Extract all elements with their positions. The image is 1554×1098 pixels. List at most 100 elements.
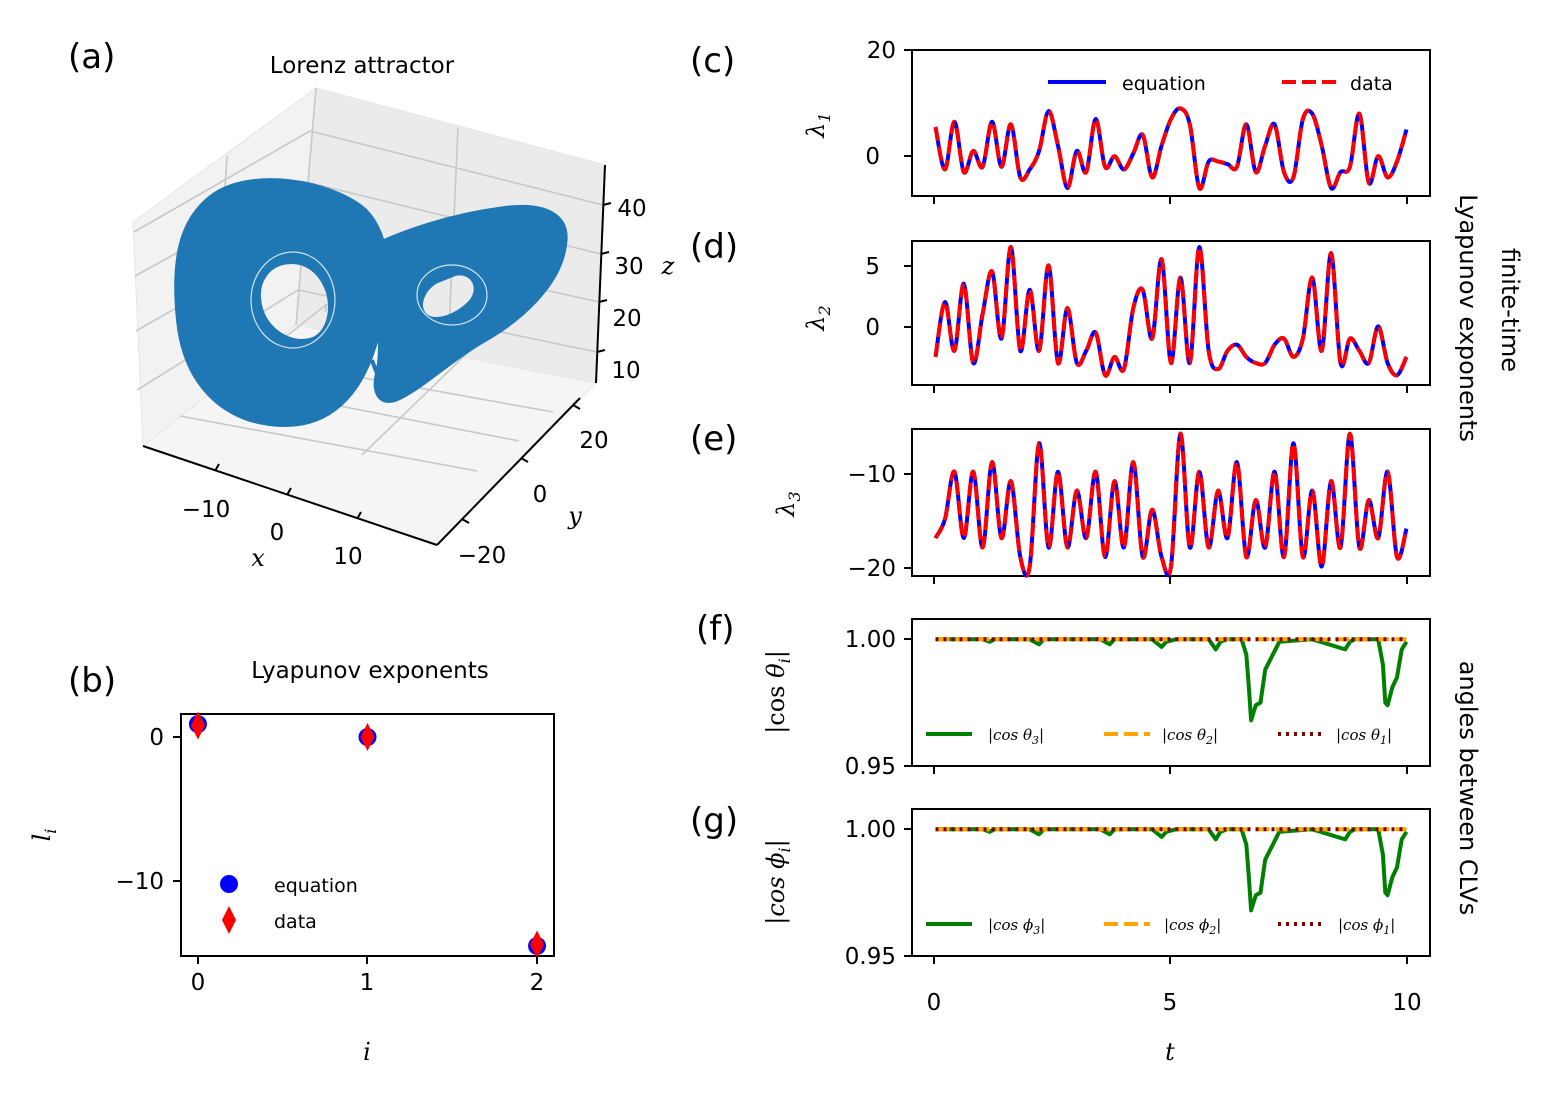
shared-x-ticks — [933, 196, 1408, 964]
panel-c-legend: equation data — [1048, 73, 1393, 95]
legend-equation-marker — [220, 875, 238, 893]
x-ticks — [214, 463, 362, 520]
legend-c-equation-label: equation — [1122, 73, 1206, 95]
legend-f-theta1-label: |cos θ1| — [1336, 726, 1392, 747]
x-axis-label: x — [251, 544, 265, 572]
axes-3d — [142, 164, 606, 546]
e-y-tick-label-0: −10 — [847, 462, 896, 488]
panel-b-points — [188, 711, 547, 959]
y-tick-label-2: 20 — [579, 428, 608, 454]
panel-b-legend: equation data — [220, 875, 358, 934]
side-label-angles: angles between CLVs — [1454, 661, 1482, 916]
point-data-0 — [190, 711, 205, 740]
series-line-data-2 — [933, 106, 1409, 191]
z-ticks — [596, 202, 612, 353]
panel-label-f: (f) — [696, 609, 735, 649]
legend-data-marker — [222, 906, 236, 934]
panel-f-y-ticks — [904, 638, 912, 767]
b-y-tick-label-1: −10 — [115, 869, 164, 895]
d-y-axis-label: λ2 — [802, 305, 834, 331]
panel-label-e: (e) — [690, 419, 737, 459]
panel-e-lines — [933, 431, 1409, 578]
b-x-tick-label-2: 2 — [530, 970, 545, 996]
panel-c-y-ticks — [904, 49, 912, 157]
b-y-tick-label-0: 0 — [149, 725, 164, 751]
panel-f-legend: |cos θ3| |cos θ2| |cos θ1| — [926, 726, 1392, 747]
legend-g-phi3-label: |cos ϕ3| — [988, 916, 1045, 937]
g-y-tick-label-0: 1.00 — [845, 817, 896, 843]
d-y-tick-label-0: 5 — [865, 254, 880, 280]
panel-g: 1.00 0.95 |cos ϕi| |cos ϕ3| |cos ϕ2| |co… — [762, 808, 1431, 970]
legend-g-phi2-label: |cos ϕ2| — [1164, 916, 1221, 937]
panel-c-lines — [933, 106, 1409, 191]
panel-label-a: (a) — [68, 37, 115, 77]
c-y-axis-label: λ1 — [802, 112, 834, 138]
panel-label-d: (d) — [690, 227, 738, 267]
g-x-axis-label: t — [1165, 1038, 1175, 1066]
z-tick-label-2: 30 — [614, 254, 643, 280]
panel-label-b: (b) — [68, 661, 116, 701]
f-y-tick-label-1: 0.95 — [845, 754, 896, 780]
y-ticks — [461, 404, 581, 524]
g-x-tick-label-2: 10 — [1392, 990, 1421, 1016]
g-x-tick-label-0: 0 — [927, 990, 942, 1016]
side-label-ftle-line2: Lyapunov exponents — [1454, 194, 1482, 442]
side-label-ftle-line1: finite-time — [1496, 248, 1524, 372]
g-x-tick-label-1: 5 — [1163, 990, 1178, 1016]
b-x-tick-label-1: 1 — [360, 970, 375, 996]
panel-a-lorenz-3d: Lorenz attractor — [132, 53, 675, 572]
b-x-axis-label: i — [363, 1038, 371, 1066]
e-y-tick-label-1: −20 — [847, 556, 896, 582]
panel-label-g: (g) — [690, 801, 738, 841]
y-tick-label-0: −20 — [458, 543, 507, 569]
panel-a-title: Lorenz attractor — [270, 53, 455, 79]
e-y-axis-label: λ3 — [772, 491, 804, 517]
panel-b-title: Lyapunov exponents — [251, 658, 489, 684]
f-y-axis-label: |cos θi| — [762, 650, 794, 734]
c-y-tick-label-1: 0 — [865, 144, 880, 170]
panel-e: −10 −20 λ3 — [772, 428, 1431, 582]
panel-d: 5 0 λ2 — [802, 240, 1431, 386]
series-line-5-0 — [935, 637, 1409, 723]
c-y-tick-label-0: 20 — [867, 38, 896, 64]
lorenz-attractor-trajectory — [174, 178, 568, 428]
series-line-data-3 — [933, 245, 1409, 378]
b-x-tick-label-0: 0 — [191, 970, 206, 996]
series-line-data-4 — [933, 431, 1409, 578]
z-tick-label-0: 10 — [611, 358, 640, 384]
x-tick-label-1: 0 — [270, 520, 285, 546]
g-y-tick-label-1: 0.95 — [845, 944, 896, 970]
panel-c: 20 0 λ1 equation data — [802, 38, 1431, 197]
legend-f-theta2-label: |cos θ2| — [1162, 726, 1218, 747]
point-data-1 — [360, 723, 375, 752]
z-tick-label-3: 40 — [617, 196, 646, 222]
panel-g-legend: |cos ϕ3| |cos ϕ2| |cos ϕ1| — [926, 916, 1395, 937]
point-data-2 — [530, 930, 545, 959]
z-axis-label: z — [661, 252, 675, 280]
lorenz-inner-loops — [250, 251, 488, 349]
panel-f: 1.00 0.95 |cos θi| |cos θ3| |cos θ2| |co… — [762, 618, 1431, 780]
panel-label-c: (c) — [690, 41, 735, 81]
g-y-axis-label: |cos ϕi| — [762, 839, 794, 925]
legend-equation-label: equation — [274, 875, 358, 897]
legend-g-phi1-label: |cos ϕ1| — [1338, 916, 1395, 937]
b-y-axis-label: li — [28, 829, 60, 842]
legend-f-theta3-label: |cos θ3| — [988, 726, 1044, 747]
panel-g-lines — [935, 827, 1409, 913]
x-tick-label-0: −10 — [182, 497, 231, 523]
legend-data-label: data — [274, 911, 317, 933]
panel-b-x-ticks — [197, 956, 538, 964]
panel-b-lyapunov: Lyapunov exponents 0 −10 0 1 2 i li equa… — [28, 658, 555, 1066]
x-tick-label-2: 10 — [333, 544, 362, 570]
y-axis-label: y — [567, 502, 582, 530]
panel-d-y-ticks — [904, 265, 912, 328]
panel-d-lines — [933, 245, 1409, 378]
z-tick-label-1: 20 — [612, 306, 641, 332]
panel-f-lines — [935, 637, 1409, 723]
y-tick-label-1: 0 — [533, 482, 548, 508]
d-y-tick-label-1: 0 — [865, 315, 880, 341]
panel-b-y-ticks — [173, 736, 181, 882]
legend-c-data-label: data — [1350, 73, 1393, 95]
panel-g-y-ticks — [904, 828, 912, 957]
